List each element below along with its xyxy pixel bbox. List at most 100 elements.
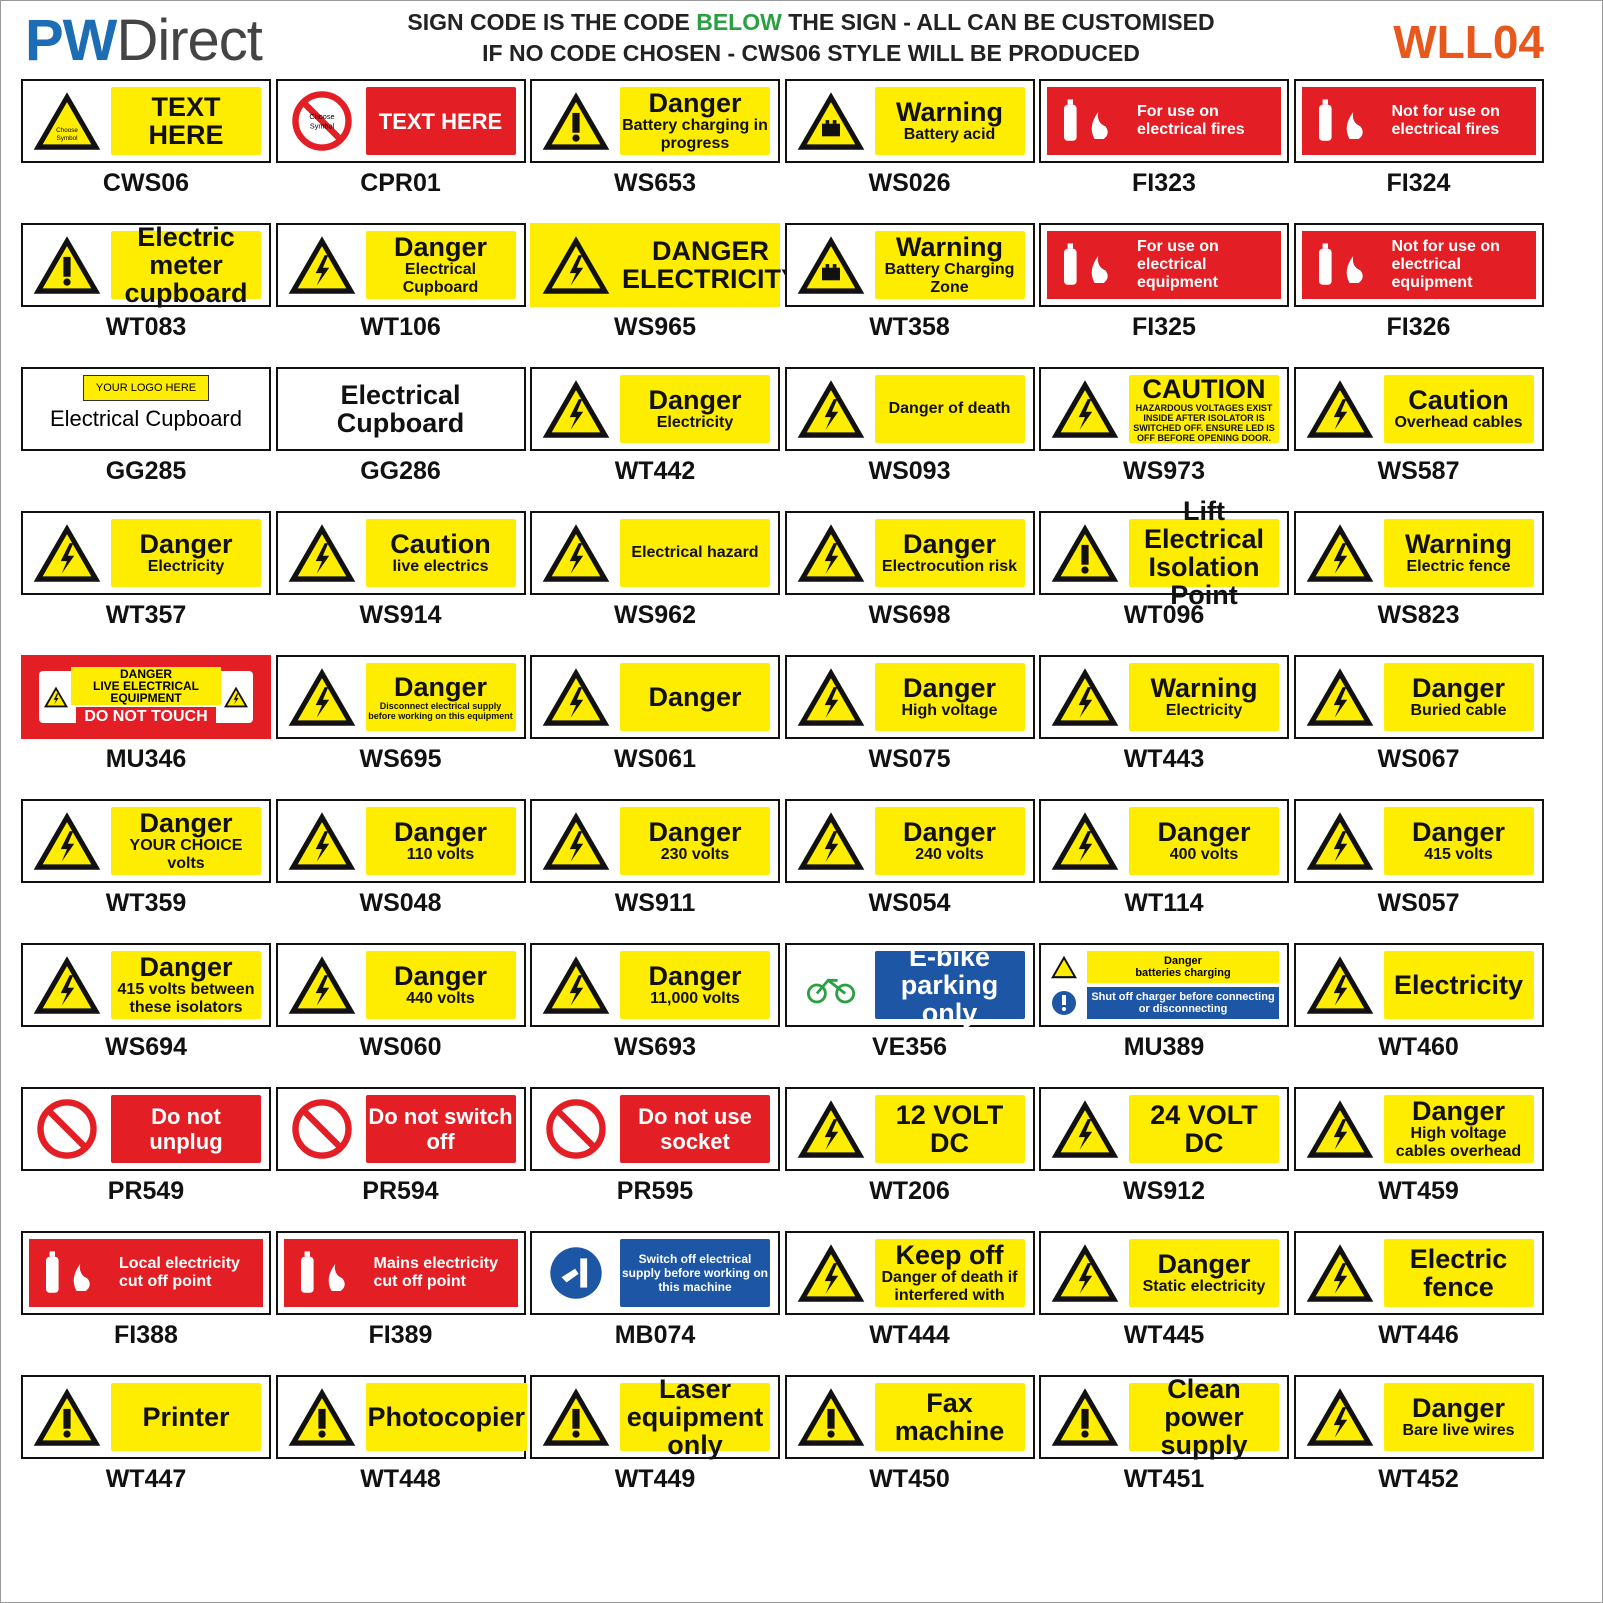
sign-item[interactable]: Danger batteries charging Shut off charger… bbox=[1039, 943, 1289, 1062]
sign-item[interactable]: E-bike parking only VE356 bbox=[784, 943, 1035, 1062]
sign-gg286[interactable]: Electrical Cupboard bbox=[275, 367, 526, 451]
sign-item[interactable]: Electricity WT460 bbox=[1293, 943, 1544, 1062]
sign-mb074[interactable]: Switch off electrical supply before work… bbox=[530, 1231, 780, 1315]
sign-item[interactable]: Danger Electrical Cupboard WT106 bbox=[275, 223, 526, 342]
sign-ws695[interactable]: Danger Disconnect electrical supply befor… bbox=[275, 655, 526, 739]
sign-item[interactable]: Danger Electrocution risk WS698 bbox=[784, 511, 1035, 630]
sign-ws973[interactable]: CAUTION HAZARDOUS VOLTAGES EXIST INSIDE A… bbox=[1039, 367, 1289, 451]
sign-cws06[interactable]: Choose Symbol TEXT HERE bbox=[21, 79, 271, 163]
sign-wt460[interactable]: Electricity bbox=[1293, 943, 1544, 1027]
sign-item[interactable]: Danger of death WS093 bbox=[784, 367, 1035, 486]
sign-ws026[interactable]: Warning Battery acid bbox=[784, 79, 1035, 163]
sign-ws911[interactable]: Danger 230 volts bbox=[530, 799, 780, 883]
sign-item[interactable]: 24 VOLT DC WS912 bbox=[1039, 1087, 1289, 1206]
sign-item[interactable]: Electric fence WT446 bbox=[1293, 1231, 1544, 1350]
sign-item[interactable]: Electric meter cupboard WT083 bbox=[21, 223, 271, 342]
sign-item[interactable]: Danger High voltage WS075 bbox=[784, 655, 1035, 774]
sign-item[interactable]: Danger WS061 bbox=[530, 655, 780, 774]
sign-item[interactable]: Danger YOUR CHOICE volts WT359 bbox=[21, 799, 271, 918]
sign-item[interactable]: Danger 415 volts WS057 bbox=[1293, 799, 1544, 918]
sign-ws057[interactable]: Danger 415 volts bbox=[1293, 799, 1544, 883]
sign-item[interactable]: Caution Overhead cables WS587 bbox=[1293, 367, 1544, 486]
sign-item[interactable]: Danger 415 volts between these isolators W… bbox=[21, 943, 271, 1062]
sign-ws653[interactable]: Danger Battery charging in progress bbox=[530, 79, 780, 163]
sign-item[interactable]: Switch off electrical supply before work… bbox=[530, 1231, 780, 1350]
sign-wt443[interactable]: Warning Electricity bbox=[1039, 655, 1289, 739]
sign-item[interactable]: Keep off Danger of death if interfered wi… bbox=[784, 1231, 1035, 1350]
sign-wt451[interactable]: Clean power supply bbox=[1039, 1375, 1289, 1459]
sign-wt446[interactable]: Electric fence bbox=[1293, 1231, 1544, 1315]
sign-wt206[interactable]: 12 VOLT DC bbox=[784, 1087, 1035, 1171]
sign-item[interactable]: Danger 11,000 volts WS693 bbox=[530, 943, 780, 1062]
sign-wt449[interactable]: Laser equipment only bbox=[530, 1375, 780, 1459]
sign-item[interactable]: Danger High voltage cables overhead WT459 bbox=[1293, 1087, 1544, 1206]
sign-fi325[interactable]: For use on electrical equipment bbox=[1039, 223, 1289, 307]
sign-wt448[interactable]: Photocopier bbox=[275, 1375, 528, 1459]
sign-item[interactable]: Do not unplug PR549 bbox=[21, 1087, 271, 1206]
sign-mu389[interactable]: Danger batteries charging Shut off charger… bbox=[1039, 943, 1289, 1027]
sign-wt114[interactable]: Danger 400 volts bbox=[1039, 799, 1289, 883]
sign-ws587[interactable]: Caution Overhead cables bbox=[1293, 367, 1544, 451]
sign-fi323[interactable]: For use on electrical fires bbox=[1039, 79, 1289, 163]
sign-item[interactable]: For use on electrical equipment FI325 bbox=[1039, 223, 1289, 342]
sign-wt096[interactable]: Lift Electrical Isolation Point bbox=[1039, 497, 1289, 609]
sign-wt442[interactable]: Danger Electricity bbox=[530, 367, 780, 451]
sign-wt447[interactable]: Printer bbox=[21, 1375, 271, 1459]
sign-item[interactable]: Danger Battery charging in progress WS653 bbox=[530, 79, 780, 198]
sign-ws067[interactable]: Danger Buried cable bbox=[1293, 655, 1544, 739]
sign-item[interactable]: Not for use on electrical equipment FI326 bbox=[1293, 223, 1544, 342]
sign-item[interactable]: Laser equipment only WT449 bbox=[530, 1375, 780, 1494]
sign-ws914[interactable]: Caution live electrics bbox=[275, 511, 526, 595]
sign-item[interactable]: Danger Electricity WT357 bbox=[21, 511, 271, 630]
sign-item[interactable]: Danger Static electricity WT445 bbox=[1039, 1231, 1289, 1350]
sign-wt459[interactable]: Danger High voltage cables overhead bbox=[1293, 1087, 1544, 1171]
sign-item[interactable]: Danger Buried cable WS067 bbox=[1293, 655, 1544, 774]
sign-item[interactable]: DANGER LIVE ELECTRICAL EQUIPMENT DO NOT TO… bbox=[21, 655, 271, 774]
sign-pr595[interactable]: Do not use socket bbox=[530, 1087, 780, 1171]
sign-fi326[interactable]: Not for use on electrical equipment bbox=[1293, 223, 1544, 307]
sign-ws693[interactable]: Danger 11,000 volts bbox=[530, 943, 780, 1027]
sign-ws093[interactable]: Danger of death bbox=[784, 367, 1035, 451]
sign-item[interactable]: Not for use on electrical fires FI324 bbox=[1293, 79, 1544, 198]
sign-ve356[interactable]: E-bike parking only bbox=[784, 943, 1035, 1027]
sign-item[interactable]: Warning Battery Charging Zone WT358 bbox=[784, 223, 1035, 342]
sign-ws048[interactable]: Danger 110 volts bbox=[275, 799, 526, 883]
sign-wt083[interactable]: Electric meter cupboard bbox=[21, 223, 271, 307]
sign-cpr01[interactable]: Choose Symbol TEXT HERE bbox=[275, 79, 526, 163]
sign-item[interactable]: Caution live electrics WS914 bbox=[275, 511, 526, 630]
sign-item[interactable]: Electrical Cupboard GG286 bbox=[275, 367, 526, 486]
sign-wt359[interactable]: Danger YOUR CHOICE volts bbox=[21, 799, 271, 883]
sign-item[interactable]: CAUTION HAZARDOUS VOLTAGES EXIST INSIDE A… bbox=[1039, 367, 1289, 486]
sign-item[interactable]: Lift Electrical Isolation Point WT096 bbox=[1039, 497, 1289, 630]
sign-item[interactable]: Danger Disconnect electrical supply befor… bbox=[275, 655, 526, 774]
sign-ws054[interactable]: Danger 240 volts bbox=[784, 799, 1035, 883]
sign-item[interactable]: Mains electricity cut off point FI389 bbox=[275, 1231, 526, 1350]
sign-ws698[interactable]: Danger Electrocution risk bbox=[784, 511, 1035, 595]
sign-item[interactable]: Clean power supply WT451 bbox=[1039, 1375, 1289, 1494]
sign-item[interactable]: Local electricity cut off point FI388 bbox=[21, 1231, 271, 1350]
sign-item[interactable]: Danger Electricity WT442 bbox=[530, 367, 780, 486]
sign-item[interactable]: Printer WT447 bbox=[21, 1375, 271, 1494]
sign-wt450[interactable]: Fax machine bbox=[784, 1375, 1035, 1459]
sign-wt106[interactable]: Danger Electrical Cupboard bbox=[275, 223, 526, 307]
sign-item[interactable]: Warning Electricity WT443 bbox=[1039, 655, 1289, 774]
sign-item[interactable]: Danger 440 volts WS060 bbox=[275, 943, 526, 1062]
sign-item[interactable]: YOUR LOGO HERE Electrical Cupboard GG285 bbox=[21, 367, 271, 486]
sign-item[interactable]: Choose Symbol TEXT HERE CPR01 bbox=[275, 79, 526, 198]
sign-ws061[interactable]: Danger bbox=[530, 655, 780, 739]
sign-item[interactable]: Danger 110 volts WS048 bbox=[275, 799, 526, 918]
sign-gg285[interactable]: YOUR LOGO HERE Electrical Cupboard bbox=[21, 367, 271, 451]
sign-item[interactable]: Warning Electric fence WS823 bbox=[1293, 511, 1544, 630]
sign-item[interactable]: Danger Bare live wires WT452 bbox=[1293, 1375, 1544, 1494]
sign-wt357[interactable]: Danger Electricity bbox=[21, 511, 271, 595]
sign-item[interactable]: Warning Battery acid WS026 bbox=[784, 79, 1035, 198]
sign-wt358[interactable]: Warning Battery Charging Zone bbox=[784, 223, 1035, 307]
sign-item[interactable]: Fax machine WT450 bbox=[784, 1375, 1035, 1494]
sign-ws912[interactable]: 24 VOLT DC bbox=[1039, 1087, 1289, 1171]
sign-mu346[interactable]: DANGER LIVE ELECTRICAL EQUIPMENT DO NOT TO… bbox=[21, 655, 271, 739]
sign-item[interactable]: Photocopier WT448 bbox=[275, 1375, 528, 1494]
sign-fi389[interactable]: Mains electricity cut off point bbox=[275, 1231, 526, 1315]
sign-ws823[interactable]: Warning Electric fence bbox=[1293, 511, 1544, 595]
sign-ws075[interactable]: Danger High voltage bbox=[784, 655, 1035, 739]
sign-ws060[interactable]: Danger 440 volts bbox=[275, 943, 526, 1027]
